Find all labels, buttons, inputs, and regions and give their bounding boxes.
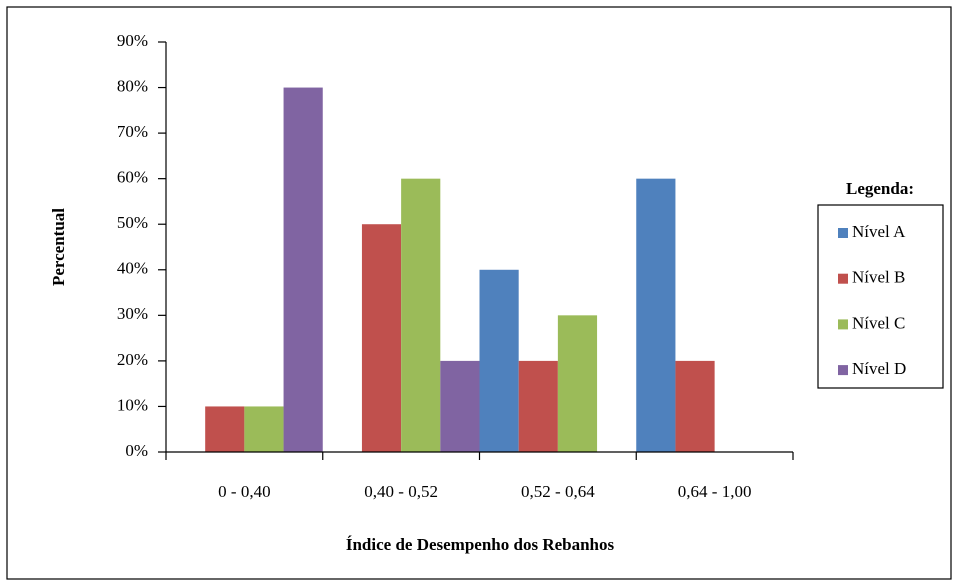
bar [401, 178, 441, 452]
bar [244, 406, 284, 452]
bar [518, 360, 558, 452]
chart-frame [6, 6, 952, 580]
legend-swatch [838, 319, 848, 330]
y-tick-label: 80% [117, 76, 148, 95]
legend-label: Nível C [852, 313, 905, 332]
legend-label: Nível A [852, 222, 906, 241]
bar [205, 406, 245, 452]
legend-label: Nível D [852, 359, 906, 378]
y-tick-label: 10% [117, 395, 148, 414]
y-tick-label: 40% [117, 259, 148, 278]
x-axis-label: Índice de Desempenho dos Rebanhos [346, 535, 615, 554]
bar [557, 315, 598, 452]
x-tick-label: 0,64 - 1,00 [678, 482, 752, 501]
y-tick-label: 50% [117, 213, 148, 232]
legend-swatch [838, 228, 848, 238]
x-tick-label: 0,40 - 0,52 [364, 482, 438, 501]
bar [361, 224, 402, 452]
y-axis-label: Percentual [49, 208, 68, 286]
bar [440, 360, 480, 452]
legend-label: Nível B [852, 268, 905, 287]
legend-title: Legenda: [846, 179, 914, 198]
bar [636, 178, 676, 452]
y-tick-label: 90% [117, 31, 148, 50]
bar [283, 87, 323, 453]
legend-swatch [838, 273, 848, 284]
x-tick-label: 0 - 0,40 [218, 482, 270, 501]
bar [479, 269, 519, 452]
x-tick-label: 0,52 - 0,64 [521, 482, 595, 501]
y-tick-label: 30% [117, 304, 148, 323]
bar [675, 360, 715, 452]
y-tick-label: 60% [117, 168, 148, 187]
y-tick-label: 20% [117, 350, 148, 369]
y-tick-label: 70% [117, 122, 148, 141]
y-tick-label: 0% [125, 441, 148, 460]
legend-swatch [838, 365, 848, 376]
